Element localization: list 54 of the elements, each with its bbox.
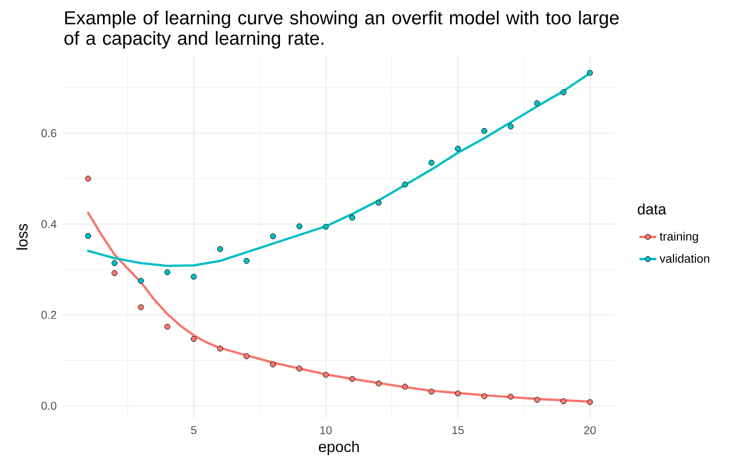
x-tick-label: 15: [452, 426, 464, 434]
point: [534, 100, 540, 106]
point: [586, 70, 593, 76]
point: [138, 278, 144, 284]
point: [85, 176, 92, 182]
point: [481, 393, 488, 400]
point: [190, 336, 197, 342]
legend-label: training: [660, 232, 698, 243]
point: [402, 182, 408, 188]
point: [296, 366, 302, 372]
x-tick-label: 10: [320, 426, 332, 434]
legend-title: data: [638, 204, 666, 214]
point: [270, 233, 276, 240]
chart-title: Example of learning curve showing an overfit model with too large of a capacity and learning rate.: [64, 10, 619, 49]
legend-label: validation: [660, 254, 710, 263]
point: [244, 258, 250, 264]
point: [112, 270, 118, 276]
point: [428, 388, 434, 395]
y-tick-label: 0.2: [41, 310, 56, 319]
point: [296, 223, 302, 230]
point: [217, 246, 224, 252]
point: [322, 372, 329, 378]
point: [112, 260, 118, 266]
y-axis-title: loss: [16, 224, 28, 250]
point: [349, 214, 356, 221]
point: [454, 146, 461, 152]
point: [190, 274, 197, 280]
point: [508, 394, 514, 400]
point: [534, 396, 540, 403]
x-axis-title: epoch: [318, 440, 359, 456]
point: [428, 160, 434, 166]
x-tick-label: 5: [191, 426, 196, 434]
point: [164, 269, 170, 276]
point: [138, 304, 144, 310]
point: [402, 384, 408, 390]
point: [560, 398, 566, 404]
point: [454, 390, 461, 396]
x-tick-label: 20: [584, 426, 596, 434]
point: [85, 232, 92, 239]
point: [508, 123, 514, 130]
point: [586, 399, 593, 406]
point: [217, 346, 224, 352]
y-tick-label: 0.4: [41, 220, 56, 228]
point: [481, 128, 488, 134]
point: [560, 89, 566, 96]
point: [244, 353, 250, 360]
point: [349, 376, 356, 382]
point: [270, 361, 276, 368]
y-tick-label: 0.0: [41, 402, 56, 410]
point: [322, 224, 329, 230]
point: [376, 200, 382, 206]
point: [376, 380, 382, 386]
y-tick-label: 0.6: [41, 129, 56, 138]
point: [164, 324, 170, 330]
